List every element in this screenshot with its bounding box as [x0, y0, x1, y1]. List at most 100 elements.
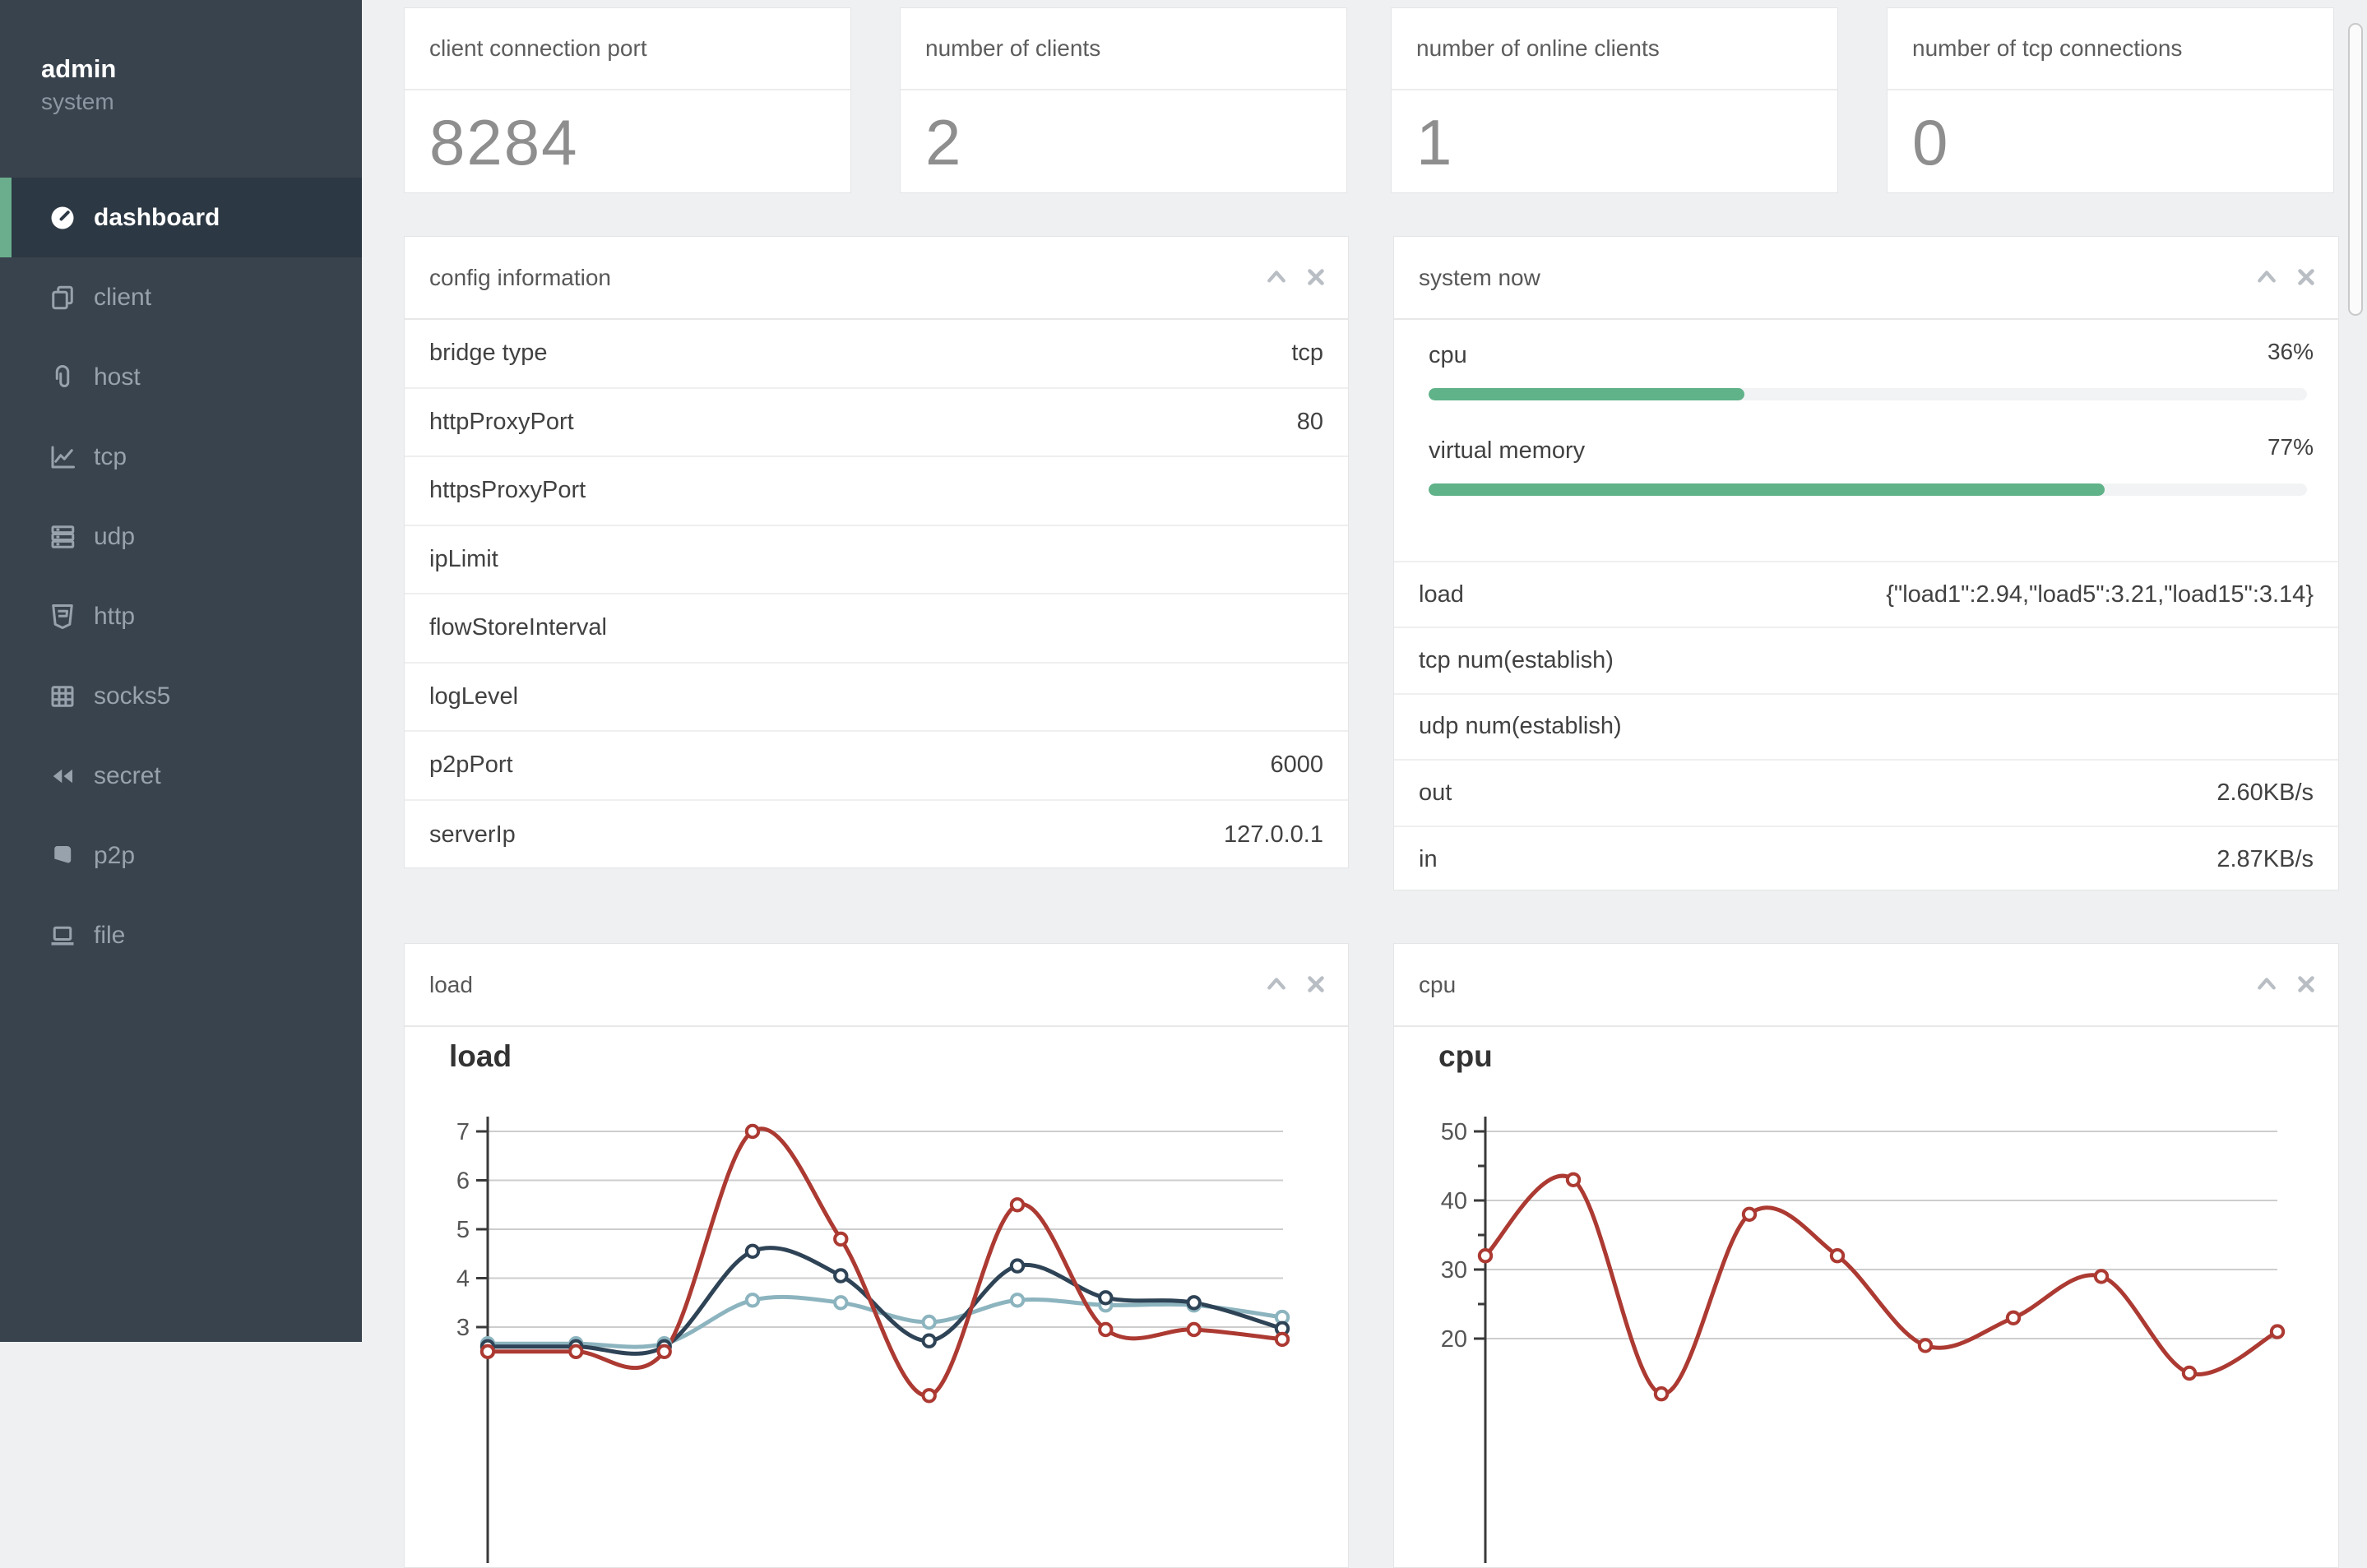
system-now-panel: system now cpu 36% virtual memory 77% load {…: [1393, 236, 2339, 890]
user-name: admin: [41, 54, 117, 83]
config-rows: bridge type tcp httpProxyPort 80 httpsProxyP…: [405, 320, 1348, 869]
collapse-button[interactable]: [1264, 972, 1289, 997]
sidebar-item-socks5[interactable]: socks5: [0, 656, 362, 736]
close-button[interactable]: [1304, 972, 1328, 997]
sidebar-item-label: host: [94, 363, 141, 391]
progress-bar-fill: [1429, 483, 2105, 496]
gauge-percent: 77%: [2267, 434, 2314, 460]
sidebar-item-label: secret: [94, 761, 161, 789]
data-point-marker: [1098, 1290, 1114, 1306]
close-icon: [1308, 269, 1324, 285]
sidebar-item-label: client: [94, 283, 152, 311]
table-row: in 2.87KB/s: [1394, 827, 2338, 893]
data-point-marker: [1565, 1172, 1582, 1188]
sidebar-item-label: udp: [94, 522, 136, 550]
stat-card-title: number of online clients: [1416, 35, 1660, 61]
gauge-label: cpu: [1429, 342, 1467, 368]
sidebar-item-file[interactable]: file: [0, 895, 362, 975]
data-point-marker: [2181, 1365, 2198, 1381]
row-value: 6000: [1270, 752, 1323, 779]
series-line-load1: [488, 1126, 1283, 1398]
table-row: udp num(establish): [1394, 695, 2338, 761]
table-row: tcp num(establish): [1394, 628, 2338, 695]
row-value: {"load1":2.94,"load5":3.21,"load15":3.14…: [1886, 580, 2314, 608]
collapse-button[interactable]: [2254, 265, 2279, 289]
stat-card-title: client connection port: [429, 35, 647, 61]
html5-shield-icon: [46, 600, 79, 633]
row-value: tcp: [1291, 340, 1323, 367]
panel-header: load: [405, 944, 1348, 1027]
cpu-chart-panel: cpu cpu 50 40 30 20: [1393, 943, 2339, 1568]
laptop-icon: [46, 919, 79, 952]
data-point-marker: [1098, 1321, 1114, 1338]
cpu-chart-svg: 50 40 30 20: [1441, 1117, 2286, 1563]
row-label: udp num(establish): [1419, 713, 1622, 740]
sidebar-item-udp[interactable]: udp: [0, 497, 362, 576]
row-label: p2pPort: [429, 752, 513, 779]
row-label: tcp num(establish): [1419, 647, 1614, 674]
system-rows: load {"load1":2.94,"load5":3.21,"load15":…: [1394, 561, 2338, 893]
stat-card-title: number of tcp connections: [1912, 35, 2183, 61]
stat-card: number of clients 2: [900, 7, 1347, 193]
data-point-marker: [1186, 1295, 1202, 1311]
row-label: load: [1419, 580, 1464, 608]
load-chart-svg: 7 6 5 4 3: [456, 1117, 1290, 1563]
row-value: 2.87KB/s: [2216, 846, 2314, 873]
line-chart-icon: [46, 441, 79, 474]
table-row: flowStoreInterval: [405, 594, 1348, 664]
y-tick-label: 40: [1441, 1188, 1467, 1214]
sidebar-item-tcp[interactable]: tcp: [0, 417, 362, 497]
sidebar-item-label: p2p: [94, 841, 136, 869]
scrollbar-thumb[interactable]: [2348, 23, 2363, 316]
progress-bar-track: [1429, 388, 2307, 400]
sidebar-item-label: socks5: [94, 682, 171, 710]
y-tick-label: 3: [456, 1315, 470, 1341]
sidebar-item-dashboard[interactable]: dashboard: [0, 178, 362, 257]
close-icon: [2298, 269, 2314, 285]
stat-card-header: number of online clients: [1392, 8, 1837, 90]
close-button[interactable]: [2294, 972, 2318, 997]
data-point-marker: [1653, 1386, 1670, 1402]
progress-bar-track: [1429, 483, 2307, 496]
close-button[interactable]: [2294, 265, 2318, 289]
sidebar-item-host[interactable]: host: [0, 337, 362, 417]
stat-card-value: 8284: [429, 106, 579, 178]
chevron-up-icon: [2258, 271, 2276, 283]
panel-header: system now: [1394, 237, 2338, 320]
row-label: httpProxyPort: [429, 408, 574, 435]
chevron-up-icon: [2258, 978, 2276, 990]
flag-icon: [46, 840, 79, 872]
data-point-marker: [744, 1123, 761, 1140]
data-point-marker: [2093, 1269, 2110, 1284]
close-button[interactable]: [1304, 265, 1328, 289]
gauge-icon: [46, 201, 79, 234]
data-point-marker: [1009, 1293, 1026, 1308]
server-icon: [46, 520, 79, 553]
table-row: load {"load1":2.94,"load5":3.21,"load15":…: [1394, 562, 2338, 629]
stat-card-header: number of tcp connections: [1888, 8, 2333, 90]
panel-title: config information: [429, 265, 612, 290]
table-row: ipLimit: [405, 526, 1348, 594]
table-row: p2pPort 6000: [405, 732, 1348, 801]
stat-card: number of online clients 1: [1391, 7, 1838, 193]
data-point-marker: [1917, 1338, 1934, 1353]
data-point-marker: [744, 1243, 761, 1260]
sidebar-item-p2p[interactable]: p2p: [0, 816, 362, 895]
panel-title: system now: [1419, 265, 1540, 290]
data-point-marker: [2269, 1324, 2286, 1339]
table-row: serverIp 127.0.0.1: [405, 801, 1348, 870]
paperclip-icon: [46, 361, 79, 394]
sidebar-item-http[interactable]: http: [0, 576, 362, 656]
sidebar-item-secret[interactable]: secret: [0, 736, 362, 816]
data-point-marker: [833, 1231, 849, 1247]
stat-card-value: 1: [1416, 106, 1454, 178]
panel-header: config information: [405, 237, 1348, 320]
collapse-button[interactable]: [2254, 972, 2279, 997]
data-point-marker: [1477, 1248, 1494, 1264]
collapse-button[interactable]: [1264, 265, 1289, 289]
active-indicator: [0, 178, 12, 257]
data-point-marker: [1186, 1321, 1202, 1338]
y-tick-label: 5: [456, 1217, 470, 1243]
panel-title: cpu: [1419, 972, 1457, 997]
sidebar-item-client[interactable]: client: [0, 257, 362, 337]
